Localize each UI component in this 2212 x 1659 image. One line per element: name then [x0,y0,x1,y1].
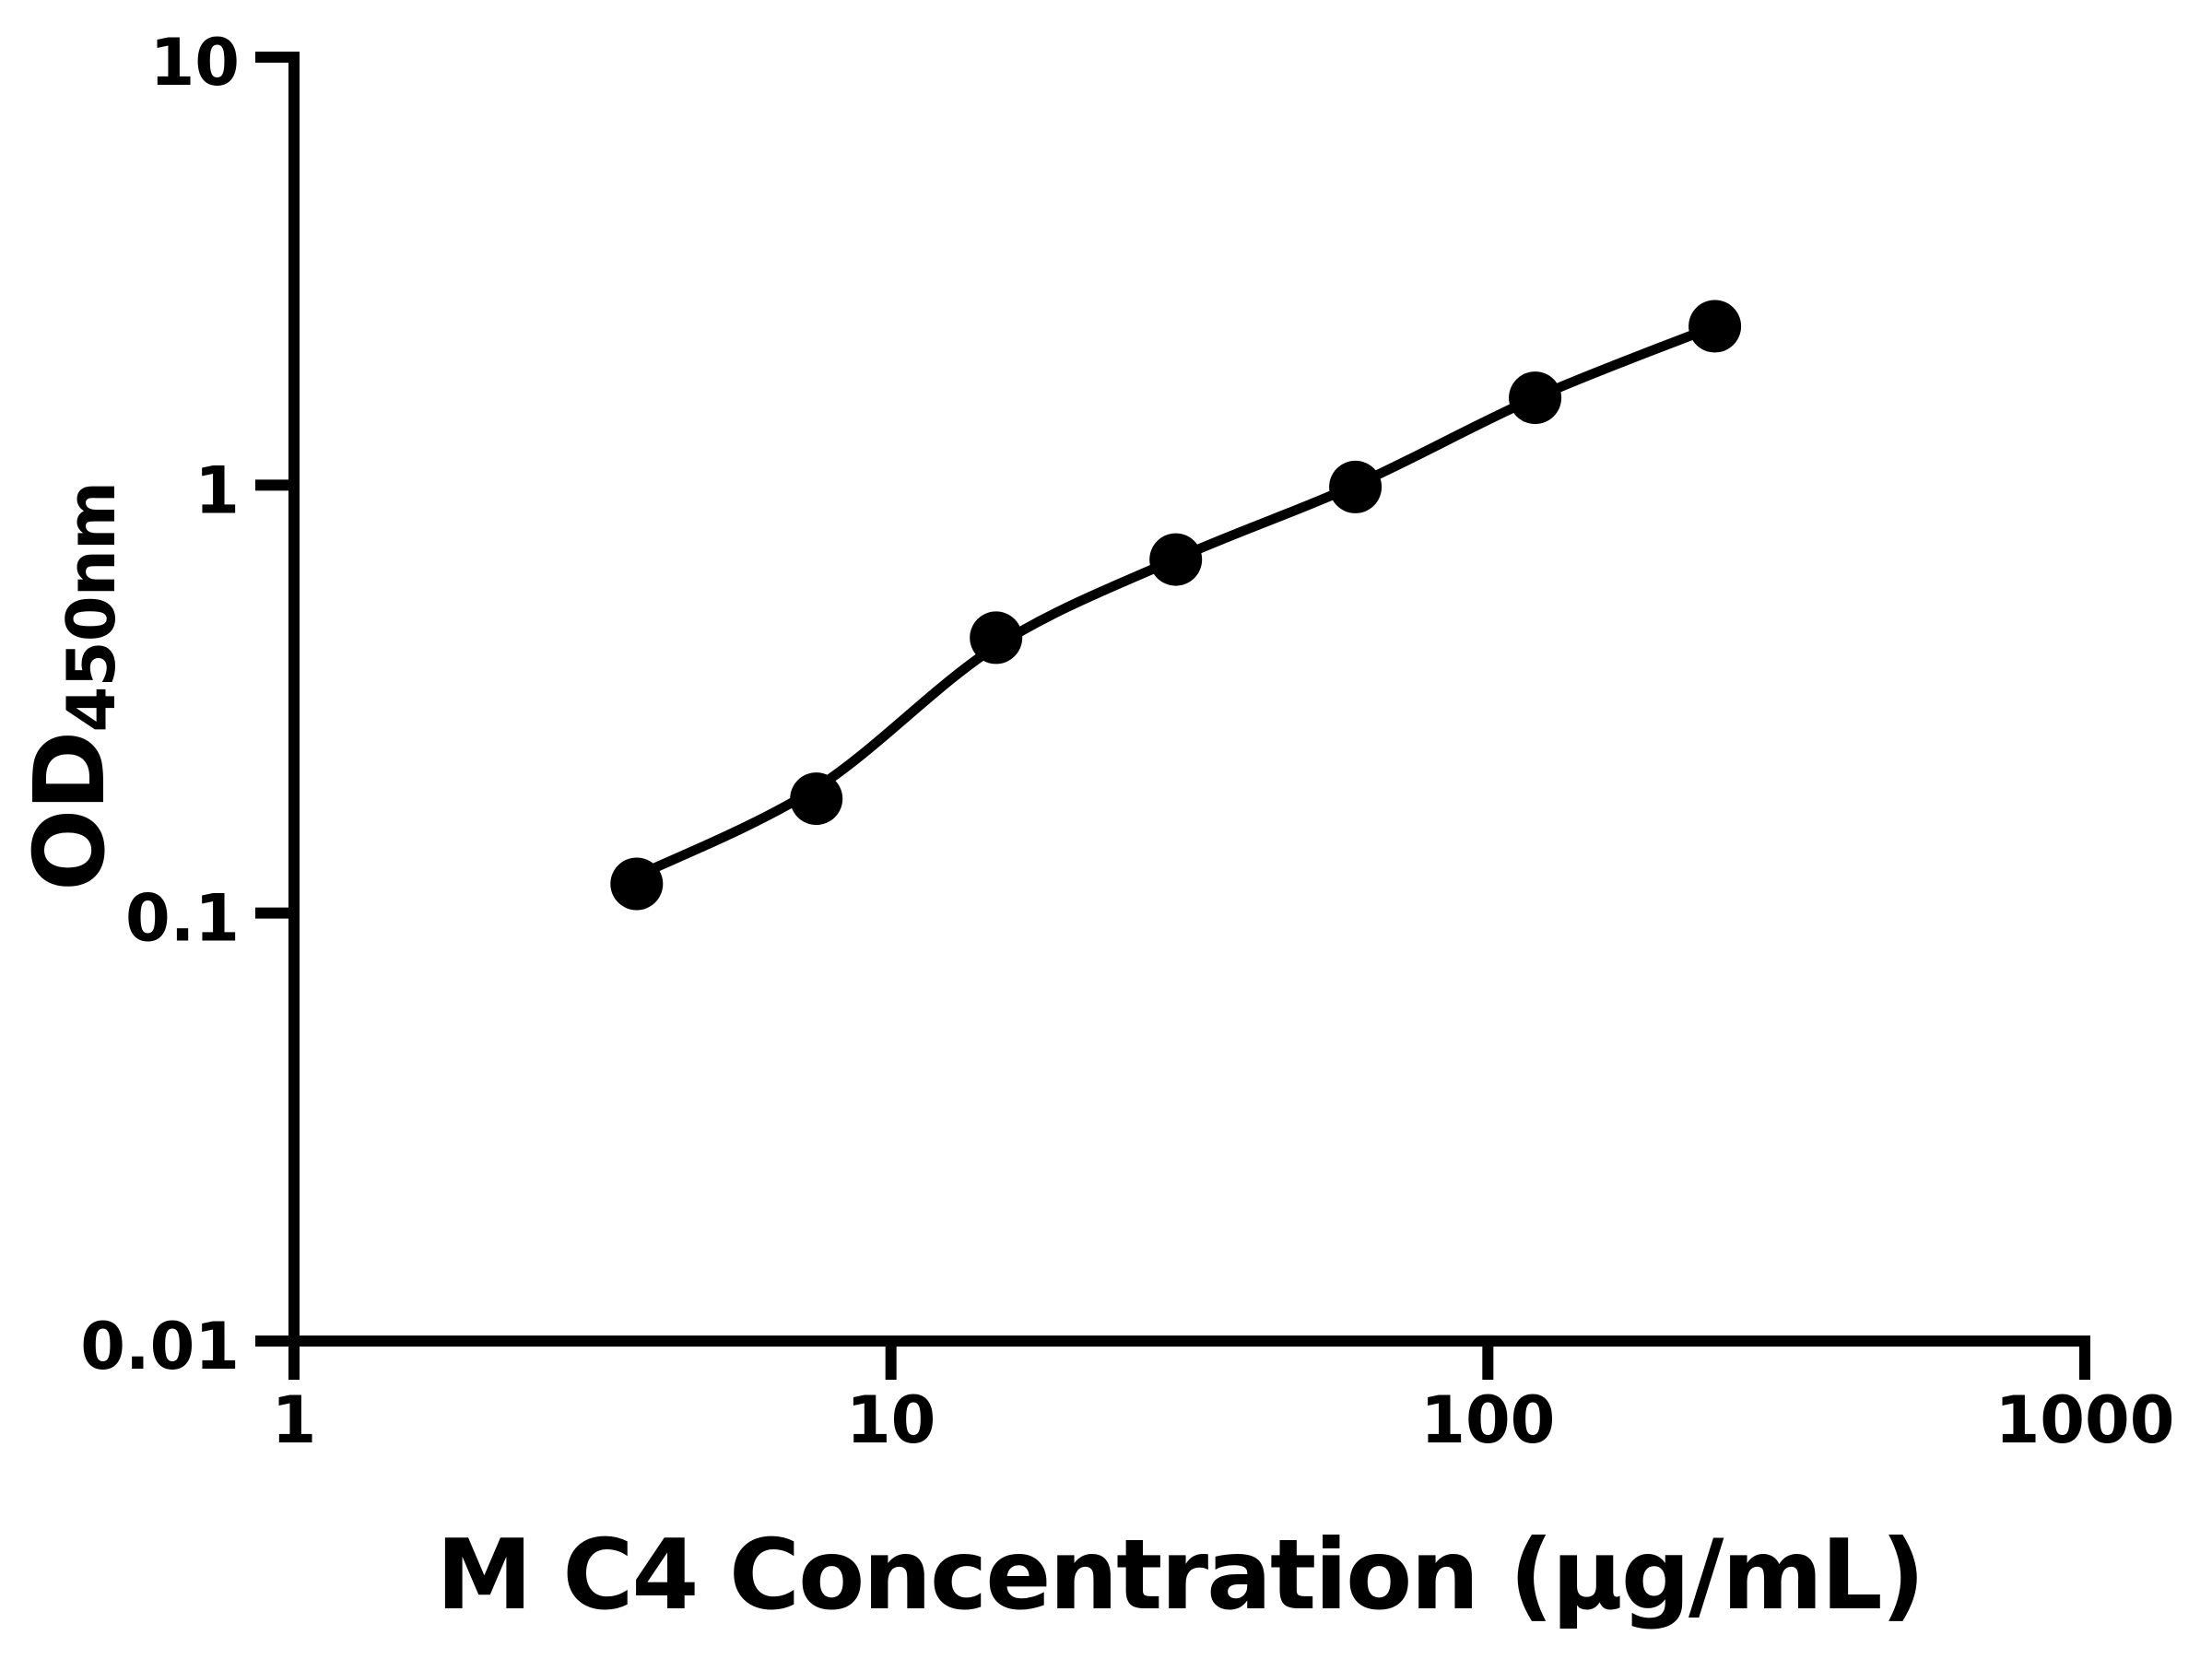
y-tick-label-0.01: 0.01 [80,1309,240,1384]
data-point-7 [1688,300,1742,353]
y-axis-title-main: OD [14,732,126,891]
x-tick-label-10: 10 [846,1382,935,1458]
x-axis-title: M C4 Concentration (µg/mL) [436,1519,1924,1631]
x-tick-label-100: 100 [1420,1382,1555,1458]
y-tick-label-10: 10 [150,25,240,100]
y-tick-label-1: 1 [194,453,240,528]
y-tick-label-0.1: 0.1 [125,881,240,957]
axis-spines [288,57,2090,1347]
data-point-1 [610,857,664,911]
tick-labels-layer: 0.01 0.1 1 10 1 10 100 1000 [80,25,2174,1458]
data-point-4 [1149,533,1203,586]
y-axis-title: OD450nm [14,482,130,891]
x-tick-label-1000: 1000 [1995,1382,2175,1458]
data-point-3 [970,611,1023,665]
data-point-2 [790,772,843,826]
data-points-layer [610,300,1742,911]
x-tick-label-1: 1 [272,1382,317,1458]
data-point-5 [1329,460,1382,513]
y-axis-title-subscript: 450nm [53,482,130,733]
axes-layer [255,52,2090,1380]
data-point-6 [1509,371,1562,425]
